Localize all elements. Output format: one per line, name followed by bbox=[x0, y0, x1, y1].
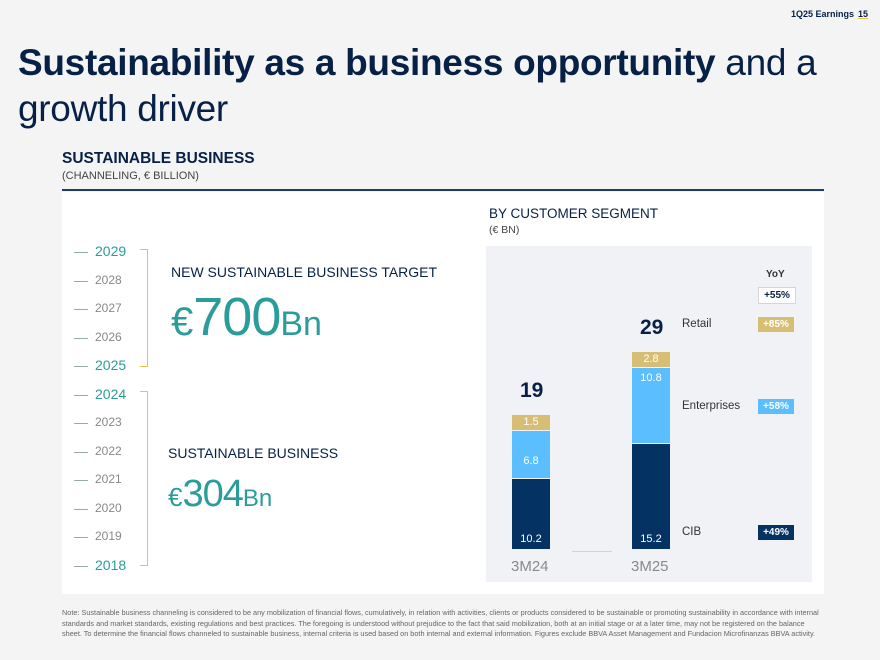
timeline-tick bbox=[74, 252, 88, 253]
timeline-year-2022: 2022 bbox=[95, 443, 122, 458]
yoy-total-badge: +55% bbox=[758, 287, 796, 304]
bar-label-retail-3M25: 2.8 bbox=[643, 353, 659, 365]
target-value: €700Bn bbox=[171, 287, 322, 347]
timeline-tick bbox=[74, 309, 88, 310]
section-title: SUSTAINABLE BUSINESS bbox=[62, 150, 255, 167]
yoy-badge-cib: +49% bbox=[758, 525, 794, 540]
timeline-year-2019: 2019 bbox=[95, 529, 122, 543]
x-label-3M25: 3M25 bbox=[631, 558, 669, 575]
timeline-tick bbox=[74, 423, 88, 424]
segment-label-enterprises: Enterprises bbox=[682, 400, 741, 412]
timeline-year-2020: 2020 bbox=[95, 500, 122, 515]
header-label: 1Q25 Earnings bbox=[790, 9, 854, 19]
x-label-3M24: 3M24 bbox=[511, 558, 549, 575]
bar-label-enterprises-3M25: 10.8 bbox=[640, 372, 662, 384]
timeline-year-2024: 2024 bbox=[95, 385, 127, 402]
current-bracket bbox=[140, 391, 148, 566]
timeline-year-2027: 2027 bbox=[95, 301, 122, 315]
bar-cib-3M24 bbox=[512, 478, 550, 549]
bar-label-cib-3M24: 10.2 bbox=[520, 533, 542, 545]
footnote: Note: Sustainable business channeling is… bbox=[62, 608, 819, 638]
timeline-year-2029: 2029 bbox=[95, 243, 127, 259]
timeline-tick bbox=[74, 508, 88, 510]
axis-separator bbox=[572, 551, 612, 552]
segment-chart: 10.2 6.8 1.5 19 3M24 15.2 10.8 2.8 29 3M25 CIB +49%… bbox=[486, 246, 812, 582]
segment-label-retail: Retail bbox=[682, 318, 712, 330]
segment-subtitle: (€ BN) bbox=[489, 224, 520, 236]
yoy-badge-retail: +85% bbox=[758, 317, 794, 332]
timeline-year-2026: 2026 bbox=[95, 329, 122, 344]
timeline-tick bbox=[74, 394, 88, 396]
segment-title: BY CUSTOMER SEGMENT bbox=[489, 206, 659, 221]
bar-retail-3M25 bbox=[632, 352, 670, 367]
timeline-tick bbox=[74, 280, 88, 282]
yoy-badge-enterprises: +58% bbox=[758, 399, 794, 414]
current-label: SUSTAINABLE BUSINESS bbox=[168, 445, 339, 461]
timeline-tick bbox=[74, 537, 88, 538]
section-subtitle: (CHANNELING, € BILLION) bbox=[62, 170, 199, 182]
year-timeline: 2029 2028 2027 2026 2025 2024 2023 2022 2021 2020… bbox=[66, 240, 156, 580]
target-bracket bbox=[140, 249, 148, 367]
section-divider bbox=[62, 189, 824, 191]
bar-cib-3M25 bbox=[632, 443, 670, 549]
bar-label-retail-3M24: 1.5 bbox=[523, 416, 539, 428]
current-value: €304Bn bbox=[168, 473, 273, 515]
page-title-rest: and a growth driver bbox=[18, 42, 817, 129]
bar-enterprises-3M25 bbox=[632, 368, 670, 443]
timeline-tick bbox=[74, 480, 88, 481]
bar-label-enterprises-3M24: 6.8 bbox=[523, 454, 539, 467]
page-title: Sustainability as a business opportunity… bbox=[18, 40, 818, 132]
page-title-bold: Sustainability as a business opportunity bbox=[18, 42, 716, 83]
target-label: NEW SUSTAINABLE BUSINESS TARGET bbox=[171, 264, 438, 280]
bar-retail-3M24 bbox=[512, 415, 550, 430]
timeline-year-2025: 2025 bbox=[95, 357, 127, 373]
page-header: 1Q25 Earnings 15 bbox=[791, 9, 868, 19]
timeline-tick bbox=[74, 565, 88, 567]
bar-label-cib-3M25: 15.2 bbox=[640, 533, 662, 545]
timeline-tick bbox=[74, 451, 88, 453]
timeline-tick bbox=[74, 366, 88, 367]
timeline-year-2028: 2028 bbox=[95, 272, 122, 287]
timeline-year-2018: 2018 bbox=[95, 556, 127, 573]
yoy-header: YoY bbox=[766, 269, 785, 280]
page-number: 15 bbox=[857, 9, 868, 19]
bar-enterprises-3M24 bbox=[512, 431, 550, 478]
bar-total-3M25: 29 bbox=[640, 316, 664, 339]
timeline-tick bbox=[74, 337, 88, 339]
timeline-year-2023: 2023 bbox=[95, 415, 122, 429]
timeline-year-2021: 2021 bbox=[95, 472, 122, 486]
segment-label-cib: CIB bbox=[682, 526, 702, 538]
bar-total-3M24: 19 bbox=[520, 379, 544, 402]
